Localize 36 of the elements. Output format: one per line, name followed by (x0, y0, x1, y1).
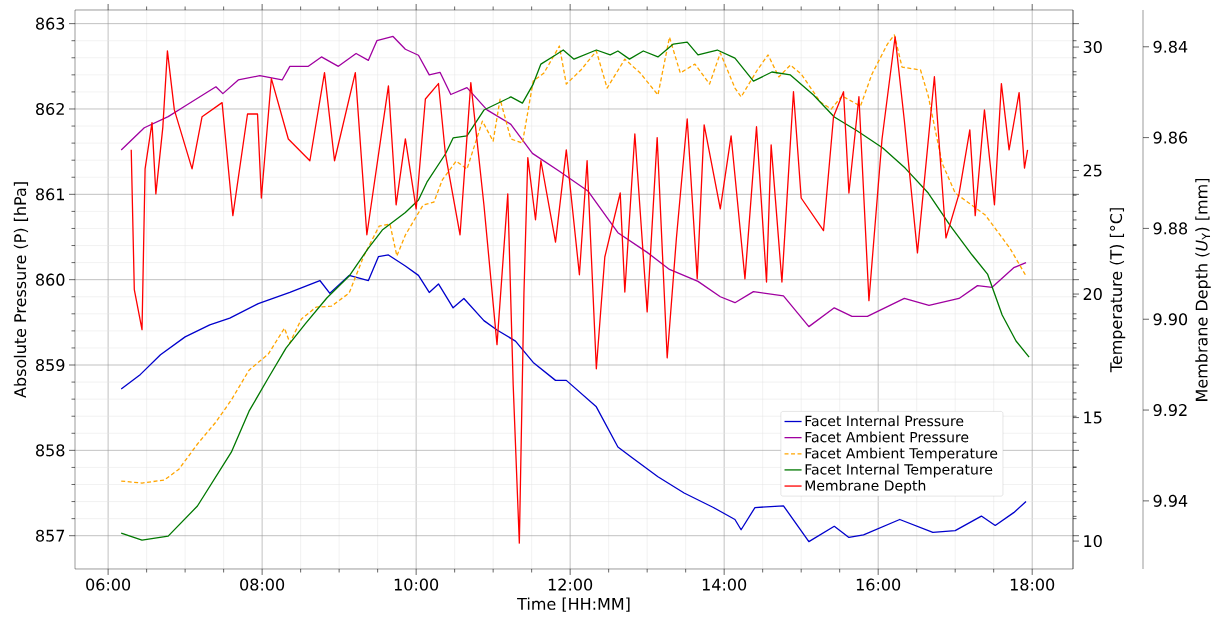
y3-tick-label: 9.86 (1153, 131, 1188, 144)
y-tick-label: 857 (36, 529, 65, 542)
y-tick-label: 863 (36, 17, 65, 30)
x-tick-label: 14:00 (702, 578, 747, 591)
line-series (120, 35, 1027, 328)
y-tick-label: 862 (36, 102, 64, 116)
y2-tick-label: 15 (1084, 411, 1102, 424)
y-axis-title: Absolute Pressure (P) [hPa] (13, 182, 29, 398)
x-tick-label: 06:00 (86, 578, 131, 591)
x-tick-label: 10:00 (394, 578, 439, 591)
y3-tick-label: 9.94 (1153, 494, 1188, 507)
y-tick-label: 860 (36, 273, 65, 286)
y3-tick-label: 9.90 (1153, 313, 1188, 326)
y3-axis-title: Membrane Depth (U$_{Y}$) [mm] (1195, 178, 1211, 401)
legend-label: Facet Ambient Temperature (805, 447, 998, 462)
legend-label: Facet Internal Temperature (805, 463, 993, 478)
x-tick-label: 16:00 (856, 578, 901, 591)
y3-tick-label: 9.92 (1153, 404, 1187, 417)
x-axis-title: Time [HH:MM] (517, 597, 630, 612)
x-tick-label: 08:00 (240, 578, 285, 591)
y-tick-label: 861 (36, 188, 64, 201)
y2-tick-label: 25 (1083, 164, 1102, 177)
legend-label: Membrane Depth (805, 479, 926, 494)
y3-tick-label: 9.88 (1153, 222, 1188, 235)
x-tick-label: 18:00 (1010, 578, 1055, 591)
y-tick-label: 858 (36, 444, 65, 457)
y2-tick-label: 30 (1083, 40, 1102, 54)
y2-tick-label: 10 (1084, 535, 1102, 548)
y3-tick-label: 9.84 (1153, 40, 1188, 53)
y2-axis-title: Temperature (T) [°C] (1109, 208, 1126, 373)
y-tick-label: 859 (36, 358, 65, 372)
line-series (120, 254, 1027, 543)
legend-label: Facet Ambient Pressure (805, 431, 969, 443)
x-tick-label: 12:00 (548, 578, 593, 591)
legend-label: Facet Internal Pressure (805, 415, 964, 427)
y2-tick-label: 20 (1083, 288, 1102, 301)
